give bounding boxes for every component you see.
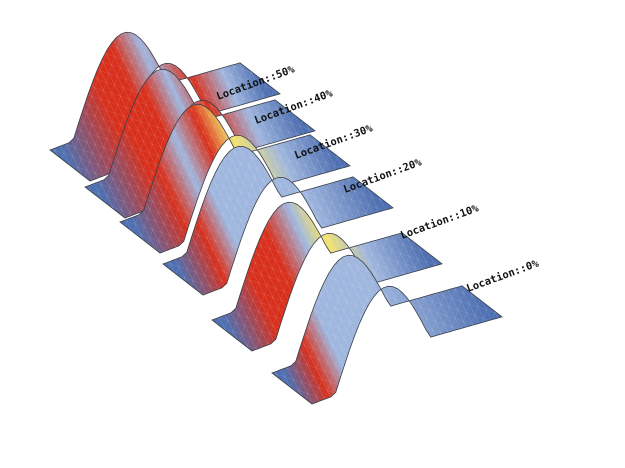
location-label: Location::20% bbox=[342, 156, 424, 196]
location-label: Location::0% bbox=[465, 257, 541, 294]
location-label: Location::10% bbox=[399, 202, 481, 242]
